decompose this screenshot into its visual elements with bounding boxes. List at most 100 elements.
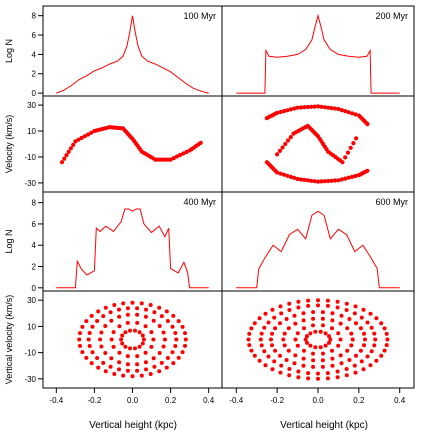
phase-point — [379, 321, 384, 326]
phase-point — [322, 105, 327, 110]
phase-point — [298, 105, 304, 110]
phase-point — [79, 135, 84, 140]
phase-point — [330, 356, 335, 361]
y-tick-label: -10 — [24, 153, 36, 162]
histogram-line — [56, 15, 209, 94]
phase-point — [338, 321, 343, 326]
phase-point — [77, 337, 82, 342]
phase-point — [285, 173, 290, 178]
phase-point — [313, 329, 318, 334]
phase-point — [347, 358, 352, 362]
phase-point — [325, 298, 330, 303]
phase-point — [359, 315, 364, 320]
panel-frame — [42, 290, 223, 389]
phase-point — [249, 326, 254, 331]
phase-point — [293, 353, 298, 358]
phase-point — [308, 331, 313, 336]
phase-point — [278, 171, 283, 176]
phase-point — [86, 132, 91, 137]
phase-point — [311, 358, 316, 363]
phase-point — [262, 349, 267, 354]
phase-point — [278, 370, 283, 375]
histogram-line — [56, 208, 209, 289]
phase-point — [80, 350, 85, 355]
phase-point — [78, 343, 82, 348]
phase-point — [109, 318, 114, 323]
phase-point — [287, 301, 292, 306]
phase-point — [157, 351, 162, 355]
phase-point — [374, 316, 379, 321]
y-tick-label: 10 — [27, 127, 36, 136]
phase-point — [135, 312, 140, 317]
phase-point — [352, 363, 357, 368]
phase-point — [365, 168, 370, 173]
phase-point — [346, 175, 351, 180]
phase-point — [305, 340, 309, 345]
phase-point — [296, 375, 301, 380]
phase-point — [372, 331, 377, 336]
y-tick-label: 0 — [32, 284, 37, 293]
phase-point — [374, 358, 379, 363]
phase-point — [180, 350, 185, 355]
phase-point — [323, 331, 328, 336]
phase-point — [108, 364, 113, 369]
phase-point — [301, 356, 306, 361]
x-tick-label: 0.4 — [203, 396, 215, 405]
phase-point — [128, 346, 132, 351]
phase-point — [365, 122, 370, 127]
y-tick-label: 2 — [32, 70, 37, 79]
phase-point — [164, 365, 169, 370]
phase-point — [295, 176, 300, 182]
phase-point — [277, 148, 282, 153]
y-tick-label: 6 — [32, 220, 37, 229]
phase-point — [176, 355, 181, 360]
phase-point — [125, 312, 130, 317]
phase-point — [87, 331, 92, 335]
phase-point — [270, 343, 274, 348]
phase-point — [354, 136, 359, 141]
phase-point — [148, 372, 153, 376]
phase-point — [312, 179, 317, 184]
y-tick-label: 4 — [32, 50, 37, 59]
phase-point — [263, 311, 268, 316]
phase-point — [89, 313, 94, 318]
phase-point — [117, 367, 121, 372]
phase-point — [344, 308, 349, 312]
phase-point — [144, 367, 148, 372]
phase-point — [286, 348, 291, 353]
phase-point — [320, 316, 325, 321]
phase-point — [119, 337, 124, 342]
phase-point — [295, 343, 300, 348]
phase-point — [117, 314, 122, 319]
phase-point — [335, 299, 340, 304]
phase-point — [287, 308, 292, 312]
phase-point — [95, 319, 100, 323]
phase-point — [78, 331, 82, 336]
y-tick-label: 2 — [32, 263, 37, 272]
axes-group: 0 2 4 6 8 Log N -30 -10 10 30 Velocity (km/s) 0 2 4 6 8… — [4, 12, 406, 405]
phase-point — [350, 337, 355, 342]
phase-point — [336, 331, 341, 336]
phase-point — [285, 138, 291, 143]
phase-point — [338, 353, 343, 358]
phase-point — [161, 330, 166, 335]
phase-point — [273, 348, 278, 353]
phase-point — [108, 310, 113, 315]
phase-point — [143, 324, 148, 329]
phase-point — [66, 149, 71, 154]
phase-point — [349, 174, 355, 179]
phase-point — [368, 311, 373, 316]
phase-point — [259, 343, 264, 348]
phase-point — [87, 344, 92, 348]
phase-point — [325, 303, 330, 308]
phase-point — [90, 324, 95, 329]
phase-point — [272, 315, 277, 320]
phase-point — [358, 326, 363, 331]
phase-point — [329, 106, 334, 111]
phase-point — [308, 343, 313, 348]
phase-point — [330, 363, 335, 368]
phase-point — [353, 173, 358, 179]
phase-point — [293, 321, 298, 326]
phase-point — [302, 177, 307, 182]
phase-point — [320, 364, 325, 369]
